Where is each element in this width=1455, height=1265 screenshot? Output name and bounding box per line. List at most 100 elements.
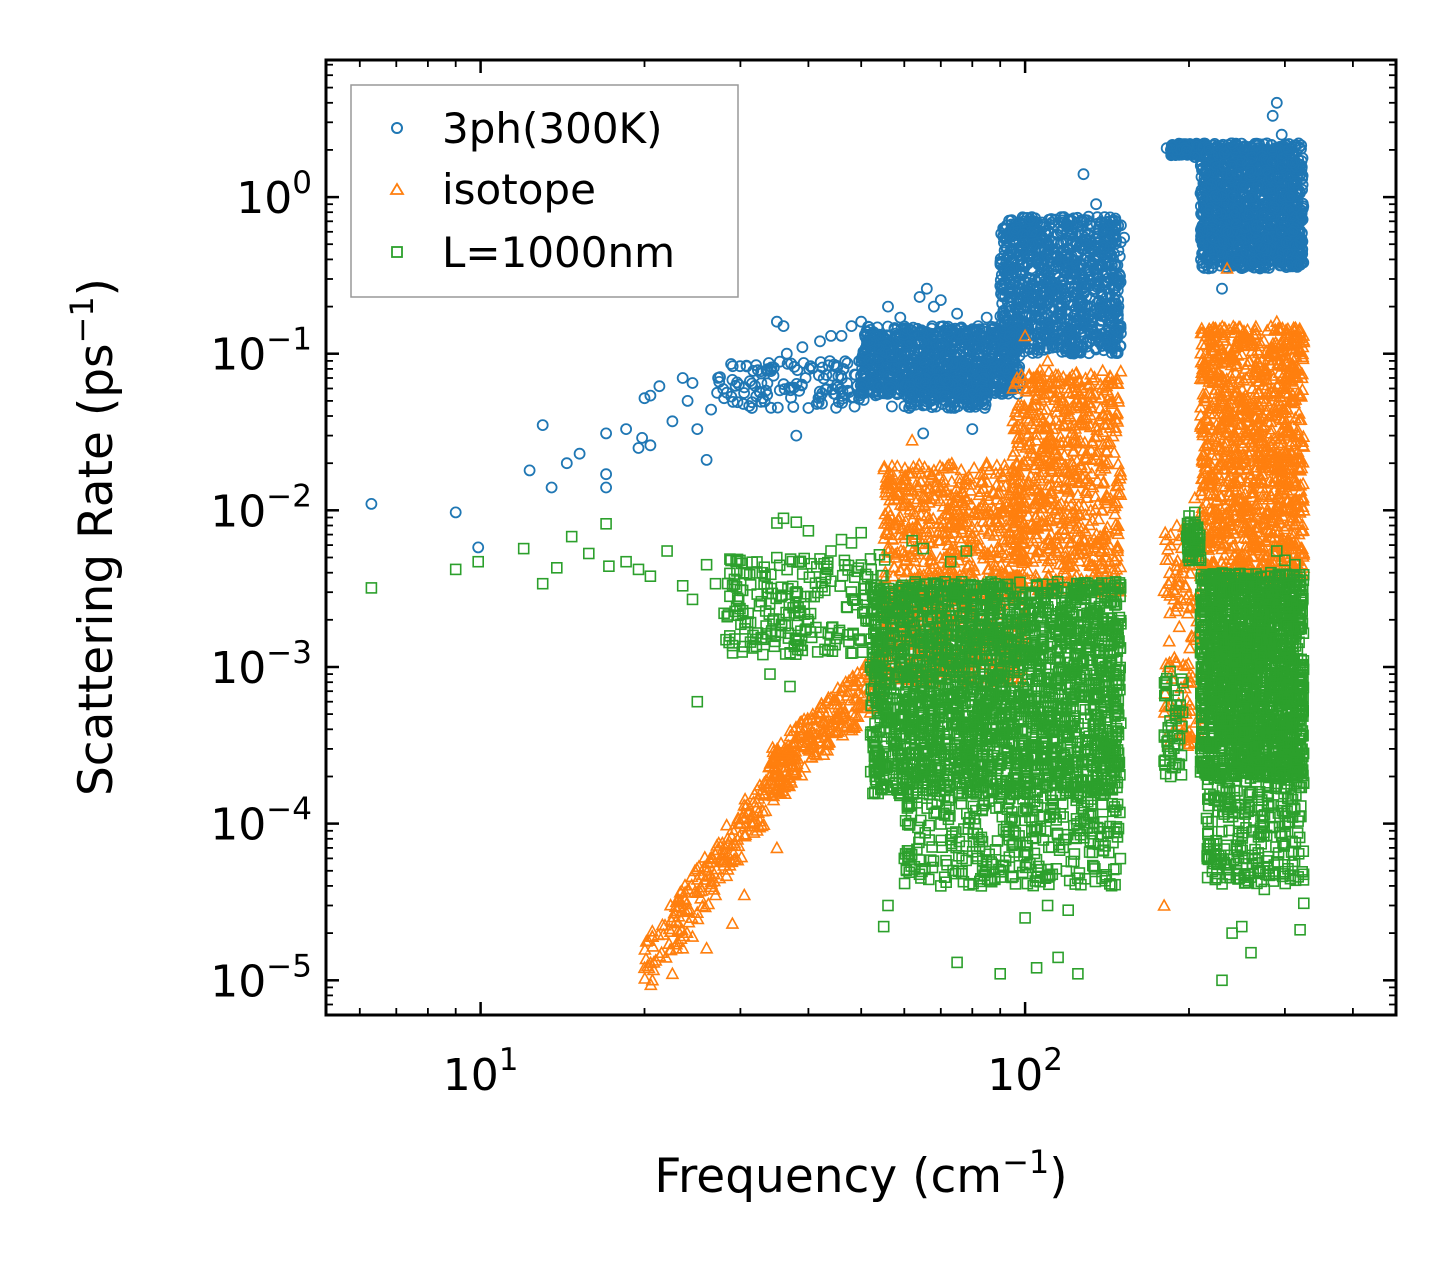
- data-point: [948, 401, 961, 414]
- data-point: [897, 361, 910, 374]
- data-point: [1095, 297, 1108, 310]
- data-point: [958, 397, 971, 410]
- data-point: [1006, 355, 1018, 367]
- data-point: [872, 380, 885, 392]
- data-point: [919, 372, 932, 385]
- data-point: [918, 356, 931, 369]
- data-point: [714, 371, 726, 384]
- data-point: [956, 340, 969, 353]
- data-point: [977, 394, 989, 407]
- data-point: [873, 342, 886, 355]
- data-point: [880, 339, 893, 352]
- data-point: [743, 400, 756, 412]
- data-point: [889, 327, 902, 340]
- data-point: [768, 361, 780, 374]
- data-point: [938, 373, 951, 386]
- data-point: [944, 344, 957, 357]
- data-point: [926, 393, 939, 406]
- data-point: [920, 395, 933, 408]
- data-point: [952, 386, 964, 399]
- data-point: [841, 357, 854, 370]
- data-point: [926, 332, 938, 344]
- data-point: [1109, 289, 1122, 301]
- data-point: [799, 372, 812, 384]
- data-point: [937, 398, 949, 411]
- data-point: [928, 378, 940, 391]
- data-point: [857, 345, 870, 358]
- data-point: [997, 304, 1010, 317]
- data-point: [755, 365, 767, 378]
- data-point: [942, 320, 954, 333]
- data-point: [918, 334, 930, 347]
- data-point: [777, 378, 790, 391]
- data-point: [978, 387, 991, 399]
- data-point: [936, 338, 948, 351]
- data-point: [996, 297, 1009, 310]
- data-point: [784, 384, 797, 397]
- data-point: [990, 341, 1002, 354]
- data-point: [978, 372, 990, 385]
- data-point: [980, 391, 993, 404]
- data-point: [939, 390, 951, 403]
- data-point: [895, 347, 908, 360]
- data-point: [969, 372, 982, 385]
- data-point: [915, 353, 927, 366]
- data-point: [971, 349, 984, 361]
- data-point: [863, 353, 876, 366]
- data-point: [796, 378, 808, 391]
- data-point: [904, 390, 916, 403]
- data-point: [813, 385, 826, 398]
- data-point: [816, 361, 829, 374]
- data-point: [905, 397, 918, 410]
- data-point: [879, 346, 892, 359]
- data-point: [919, 377, 932, 390]
- data-point: [908, 346, 921, 359]
- data-point: [925, 349, 937, 362]
- data-point: [731, 396, 744, 409]
- data-point: [726, 360, 739, 373]
- data-point: [761, 363, 774, 376]
- data-point: [872, 365, 885, 378]
- data-point: [947, 357, 959, 370]
- data-point: [814, 356, 827, 369]
- data-point: [915, 336, 928, 349]
- data-point: [817, 372, 830, 385]
- data-point: [849, 369, 862, 382]
- data-point: [941, 355, 954, 368]
- data-point: [836, 392, 849, 405]
- data-point: [909, 398, 922, 411]
- data-point: [994, 382, 1007, 395]
- data-point: [753, 385, 766, 398]
- plot-area: [365, 96, 1311, 991]
- data-point: [804, 360, 817, 373]
- data-point: [830, 401, 842, 414]
- data-point: [720, 386, 733, 399]
- data-point: [882, 320, 894, 333]
- data-point: [858, 382, 870, 395]
- data-point: [820, 383, 833, 396]
- data-point: [734, 360, 746, 373]
- data-point: [886, 400, 898, 413]
- data-point: [882, 370, 895, 383]
- data-point: [959, 361, 972, 374]
- data-point: [771, 401, 784, 414]
- data-point: [872, 351, 884, 364]
- data-point: [788, 381, 800, 394]
- data-point: [738, 387, 750, 399]
- data-point: [979, 356, 992, 369]
- data-point: [822, 359, 835, 372]
- data-point: [900, 338, 913, 351]
- data-point: [773, 355, 786, 368]
- data-point: [855, 379, 868, 392]
- data-point: [953, 328, 965, 340]
- data-point: [926, 327, 939, 340]
- data-point: [885, 380, 898, 393]
- data-point: [1083, 217, 1096, 230]
- data-point: [1107, 229, 1119, 242]
- data-point: [862, 375, 874, 388]
- data-point: [761, 377, 774, 390]
- data-point: [835, 372, 848, 385]
- data-point: [765, 401, 777, 414]
- data-point: [883, 382, 896, 395]
